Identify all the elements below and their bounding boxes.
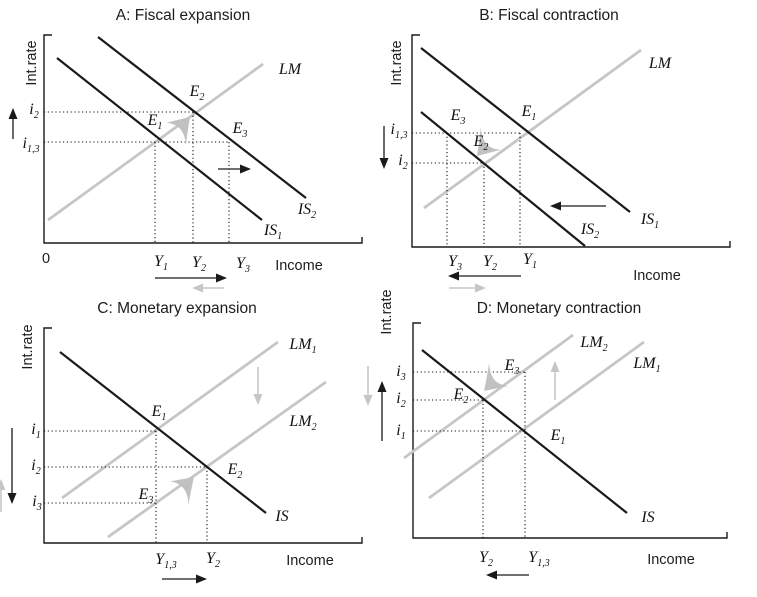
panel-b-axes [411, 34, 731, 248]
panel-c-point-e1-label: E1 [151, 403, 167, 424]
panel-a-y1-tick-label: Y1 [154, 253, 168, 274]
panel-d-x-axis-label: Income [647, 552, 695, 568]
panel-b-plot [379, 34, 731, 293]
panel-c-lm1-curve [61, 340, 279, 500]
panel-a-is1-curve [56, 57, 263, 221]
panel-d-lm1-label: LM1 [633, 355, 661, 376]
panel-c-point-e2-label: E2 [227, 461, 243, 482]
panel-a-is2-curve [97, 36, 307, 199]
panel-d-y2-tick-label: Y2 [479, 549, 493, 570]
panel-d-lm1-curve [428, 340, 645, 500]
panel-c-i2-tick-label: i2 [31, 457, 41, 478]
panel-c-is-label: IS [275, 508, 289, 525]
panel-b-dotted-guides [412, 132, 521, 247]
panel-d-is-curve [421, 349, 628, 514]
panel-a-is1-label: IS1 [263, 222, 283, 243]
panel-c-i1-tick-label: i1 [31, 421, 41, 442]
panel-b-point-e2-label: E2 [473, 133, 489, 154]
panel-b-point-e1-label: E1 [521, 103, 537, 124]
panel-a-y-axis-label: Int.rate [24, 40, 40, 86]
panel-c-i3-tick-label: i3 [32, 493, 42, 514]
panel-c-is-curve [59, 351, 267, 514]
panel-d-title: D: Monetary contraction [476, 300, 642, 317]
panel-d-point-e3-label: E3 [504, 357, 520, 378]
panel-d-dotted-guides [413, 371, 526, 538]
panel-d-y-axis-label: Int.rate [379, 289, 395, 335]
panel-a-point-e1-label: E1 [147, 112, 163, 133]
panel-b-point-e3-label: E3 [450, 107, 466, 128]
panel-d-lm2-label: LM2 [580, 334, 608, 355]
panel-b-is1-label: IS1 [640, 211, 660, 232]
panel-d-i1-tick-label: i1 [396, 422, 406, 443]
panel-c-axes [43, 327, 363, 544]
panel-b-lm-label: LM [648, 55, 672, 72]
panel-c-dotted-guides [44, 430, 208, 543]
panel-a-plot [8, 34, 363, 293]
panel-b-i2-tick-label: i2 [398, 152, 408, 173]
panel-b-title: B: Fiscal contraction [479, 7, 619, 24]
panel-d-point-e2-label: E2 [453, 386, 469, 407]
panel-d-axes [412, 322, 728, 539]
panel-d-lm2-curve [403, 333, 574, 460]
panel-a-lm-label: LM [278, 61, 302, 78]
panel-a-dotted-guides [44, 111, 230, 243]
panel-d-y13-tick-label: Y1,3 [528, 549, 550, 570]
panel-b-is2-curve [420, 111, 586, 247]
panel-b-y3-tick-label: Y3 [448, 253, 462, 274]
panel-c-lm2-curve [107, 380, 327, 539]
panel-d-plot [363, 322, 728, 580]
panel-b-y1-tick-label: Y1 [523, 251, 537, 272]
panel-b-x-axis-label: Income [633, 268, 681, 284]
panel-b-is1-curve [420, 47, 631, 213]
panel-c-x-axis-label: Income [286, 553, 334, 569]
panel-a-i2-tick-label: i2 [29, 101, 39, 122]
panel-a-title: A: Fiscal expansion [115, 7, 251, 24]
panel-b-y2-tick-label: Y2 [483, 253, 497, 274]
panel-c-lm1-label: LM1 [289, 336, 317, 357]
panel-b-i13-tick-label: i1,3 [390, 121, 408, 142]
panel-a-y2-tick-label: Y2 [192, 254, 206, 275]
panel-c-plot [0, 327, 363, 584]
panel-b-y-axis-label: Int.rate [389, 40, 405, 86]
panel-a-origin-label: 0 [41, 251, 51, 267]
panel-a-point-e2-label: E2 [189, 83, 205, 104]
panel-c-point-e3-label: E3 [138, 486, 154, 507]
panel-a-x-axis-label: Income [275, 258, 323, 274]
panel-b-is2-label: IS2 [580, 221, 600, 242]
panel-a-is2-label: IS2 [297, 201, 317, 222]
panel-c-title: C: Monetary expansion [97, 300, 257, 317]
panel-a-point-e3-label: E3 [232, 120, 248, 141]
panel-b-lm-curve [423, 48, 642, 210]
panel-a-axes [43, 34, 363, 244]
panel-a-i13-tick-label: i1,3 [22, 135, 40, 156]
panel-d-i2-tick-label: i2 [396, 390, 406, 411]
panel-c-y2-tick-label: Y2 [206, 550, 220, 571]
panel-d-is-label: IS [641, 509, 655, 526]
panel-c-y-axis-label: Int.rate [20, 324, 36, 370]
panel-a-y3-tick-label: Y3 [236, 255, 250, 276]
panel-d-point-e1-label: E1 [550, 427, 566, 448]
panel-d-i3-tick-label: i3 [396, 363, 406, 384]
panel-c-y13-tick-label: Y1,3 [155, 551, 177, 572]
panel-c-lm2-label: LM2 [289, 413, 317, 434]
